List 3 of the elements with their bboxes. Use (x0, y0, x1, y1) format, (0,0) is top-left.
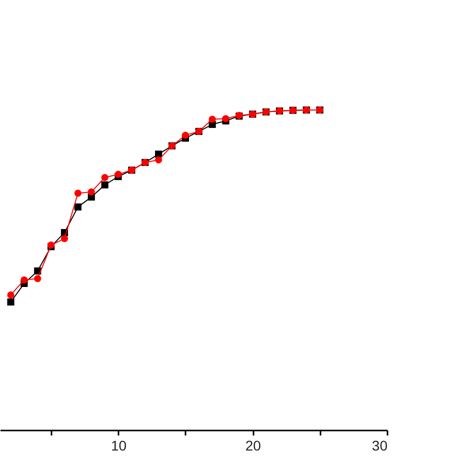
x-tick-label: 20 (245, 438, 262, 454)
x-tick-label: 30 (372, 438, 388, 454)
x-tick-label: 10 (110, 438, 127, 454)
